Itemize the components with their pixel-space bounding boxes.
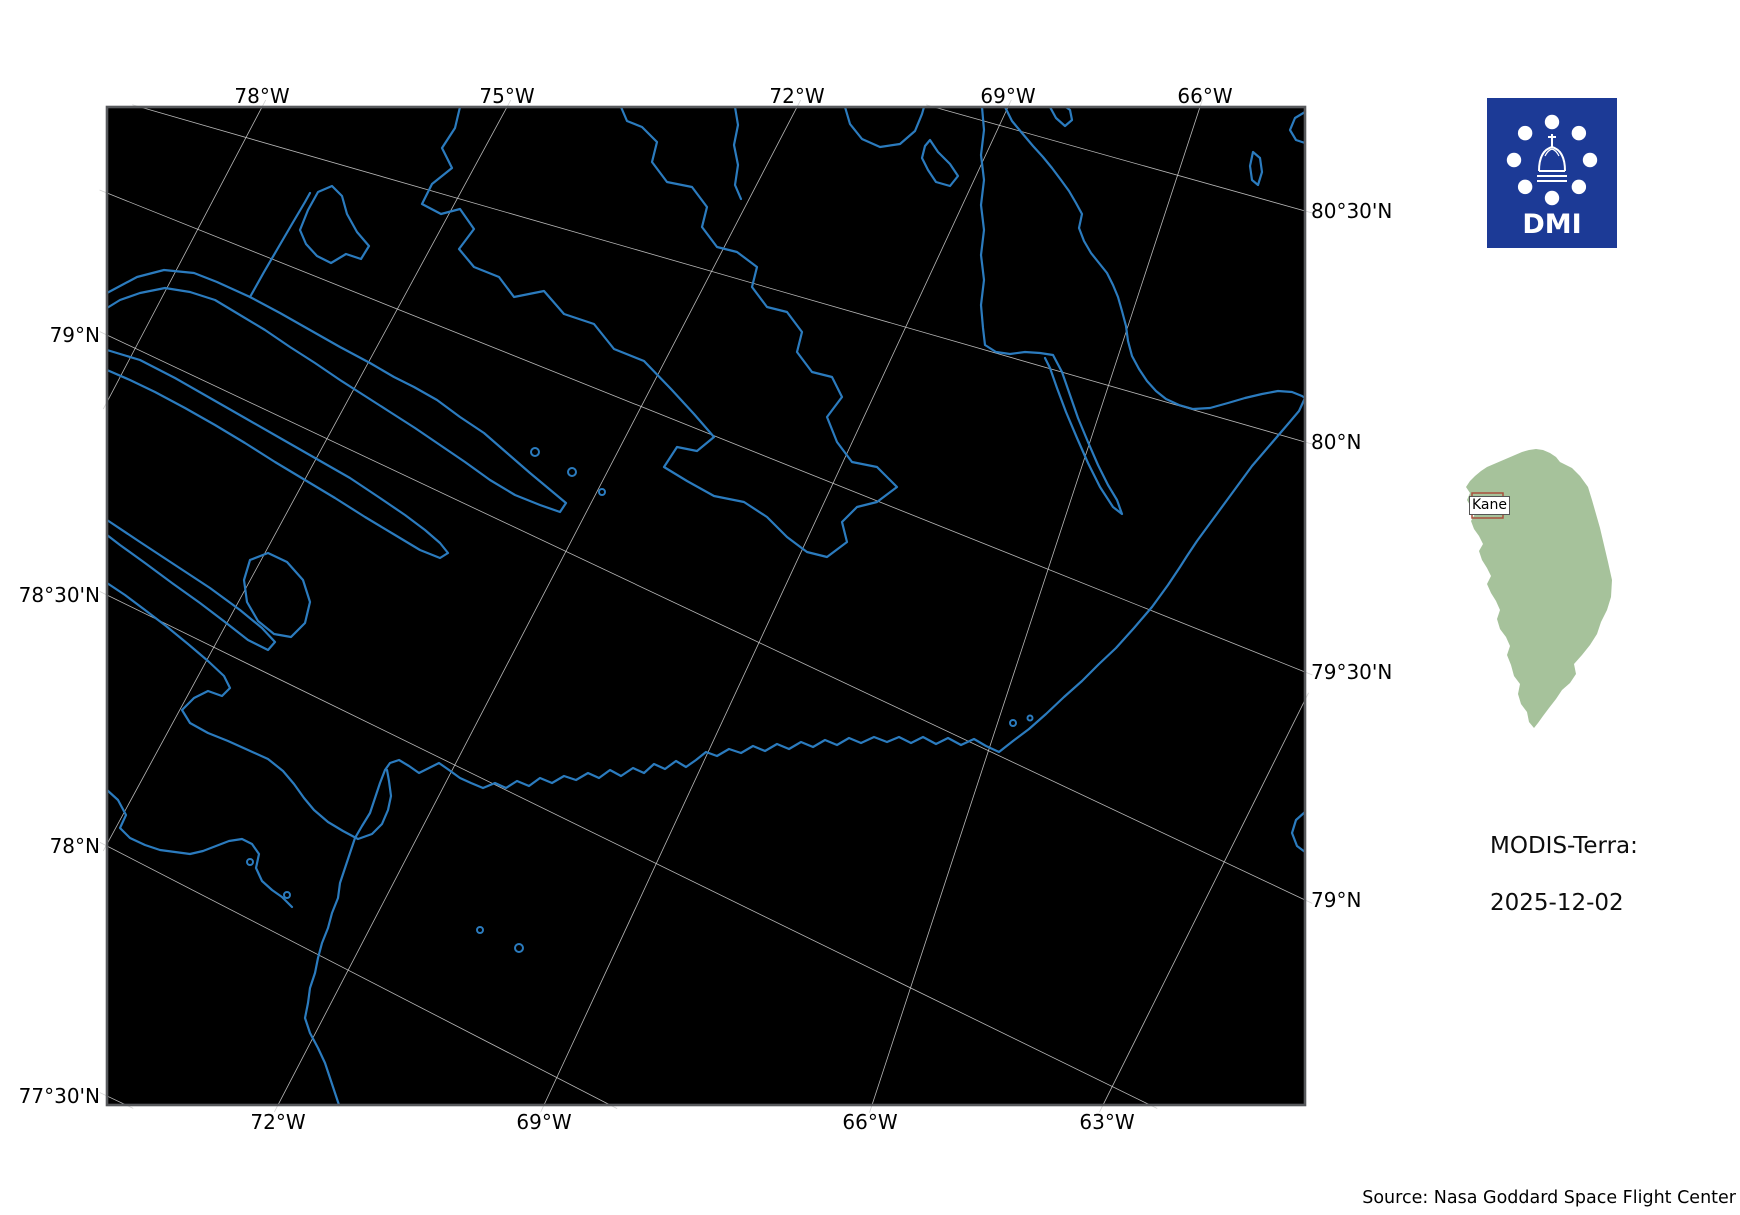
- longitude-label-bottom: 69°W: [516, 1110, 572, 1134]
- latitude-label-left: 78°N: [49, 834, 100, 858]
- coastline: [242, 551, 312, 639]
- coastline: [1290, 810, 1307, 854]
- coastline: [105, 348, 450, 560]
- graticule-line: [540, 99, 1012, 1113]
- dmi-logo-dot: [1506, 152, 1522, 168]
- graticule-line: [99, 841, 618, 1110]
- dmi-logo-dot: [1544, 114, 1560, 130]
- latitude-label-right: 79°N: [1311, 888, 1362, 912]
- dmi-logo-dot: [1571, 125, 1587, 141]
- coastline: [105, 268, 568, 514]
- dmi-logo-dot: [1582, 152, 1598, 168]
- dmi-logo: DMI: [1487, 98, 1617, 248]
- coastline: [105, 581, 393, 841]
- kane-region-label: Kane: [1469, 496, 1510, 515]
- island: [514, 943, 524, 953]
- coastline: [105, 518, 277, 652]
- coastline: [1048, 105, 1074, 128]
- graticule-line: [102, 99, 512, 852]
- dmi-logo-dot: [1544, 190, 1560, 206]
- longitude-label-bottom: 72°W: [250, 1110, 306, 1134]
- longitude-label-top: 69°W: [980, 84, 1036, 108]
- coastline: [843, 105, 926, 149]
- coastline: [979, 105, 1124, 516]
- latitude-label-right: 80°N: [1311, 430, 1362, 454]
- dmi-logo-dots: [1506, 114, 1598, 206]
- dmi-logo-dot: [1517, 179, 1533, 195]
- graticule-line: [99, 591, 1158, 1109]
- coastline: [248, 191, 312, 299]
- graticule-line: [132, 104, 1313, 445]
- dmi-logo-dot: [1571, 179, 1587, 195]
- satellite-map-image: [99, 99, 1313, 1113]
- coastline: [920, 138, 960, 188]
- longitude-label-top: 78°W: [234, 84, 290, 108]
- graticule-line: [99, 331, 1313, 904]
- graticule-line: [1099, 692, 1309, 1113]
- island: [476, 926, 484, 934]
- dmi-logo-dot: [1517, 125, 1533, 141]
- longitude-label-top: 66°W: [1177, 84, 1233, 108]
- longitude-label-top: 75°W: [479, 84, 535, 108]
- dmi-logo-text: DMI: [1522, 209, 1581, 240]
- island: [567, 467, 577, 477]
- longitude-label-top: 72°W: [769, 84, 825, 108]
- coastline: [298, 184, 371, 265]
- island: [283, 891, 291, 899]
- coastline: [303, 105, 1307, 1107]
- longitude-label-bottom: 66°W: [842, 1110, 898, 1134]
- island: [1009, 719, 1017, 727]
- graticule-line: [273, 99, 802, 1113]
- island: [1026, 714, 1034, 722]
- longitude-label-bottom: 63°W: [1079, 1110, 1135, 1134]
- island: [246, 858, 254, 866]
- caption-satellite-name: MODIS-Terra:: [1490, 833, 1638, 859]
- coastline: [420, 105, 899, 559]
- crown-icon: [1537, 134, 1567, 182]
- latitude-label-right: 79°30'N: [1311, 660, 1393, 684]
- graticule-line: [926, 104, 1313, 214]
- latitude-label-left: 79°N: [49, 323, 100, 347]
- graticule-line: [869, 99, 1203, 1113]
- island: [530, 447, 540, 457]
- coastline: [732, 105, 743, 201]
- coastline: [1248, 150, 1264, 187]
- graticule-line: [99, 189, 1313, 676]
- source-credit: Source: Nasa Goddard Space Flight Center: [1362, 1188, 1736, 1208]
- coastline: [1288, 110, 1307, 145]
- latitude-label-left: 78°30'N: [18, 583, 100, 607]
- map-background: [107, 107, 1305, 1105]
- island: [598, 488, 606, 496]
- latitude-label-right: 80°30'N: [1311, 199, 1393, 223]
- greenland-silhouette: [1466, 449, 1612, 728]
- latitude-label-left: 77°30'N: [18, 1084, 100, 1108]
- caption-date: 2025-12-02: [1490, 890, 1624, 916]
- map-frame: [105, 105, 1307, 1107]
- coastline: [105, 788, 294, 909]
